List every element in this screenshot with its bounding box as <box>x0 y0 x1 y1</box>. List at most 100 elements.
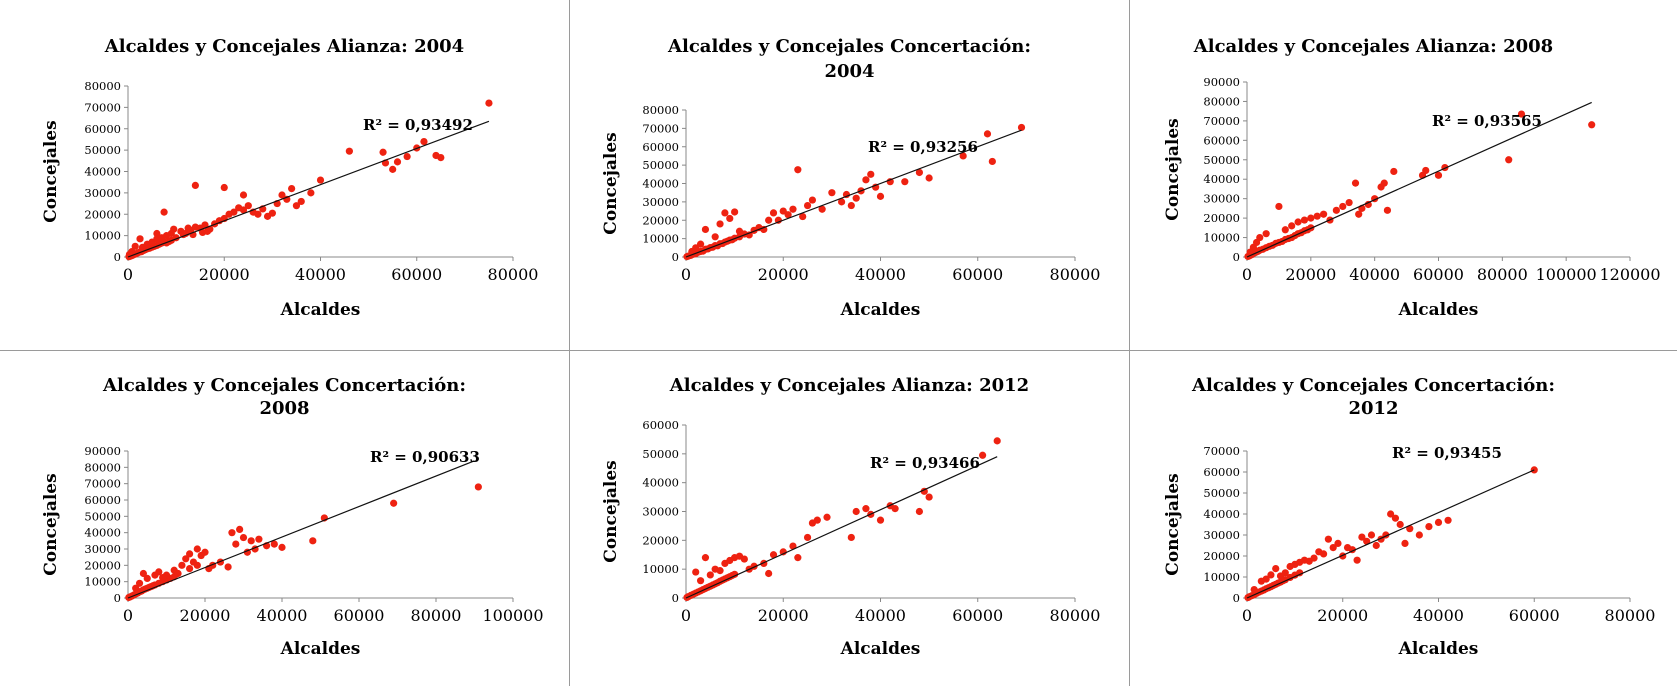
data-point <box>1588 121 1596 129</box>
y-axis-label: Concejales <box>41 473 61 575</box>
x-tick-label: 40000 <box>295 265 346 284</box>
data-point <box>774 216 782 224</box>
x-axis-label: Alcaldes <box>1398 639 1479 659</box>
y-tick-label: 20000 <box>1203 211 1240 225</box>
y-tick-label: 30000 <box>642 195 679 209</box>
data-point <box>178 561 186 569</box>
data-point <box>239 206 248 214</box>
vertical-divider <box>569 0 570 686</box>
y-tick-label: 50000 <box>1203 486 1240 500</box>
data-point <box>755 224 763 232</box>
data-point <box>847 201 855 210</box>
data-point <box>803 533 812 542</box>
trendline <box>127 460 475 599</box>
data-point <box>292 202 301 210</box>
data-point <box>139 569 147 578</box>
data-point <box>838 198 846 206</box>
data-point <box>143 574 151 582</box>
data-point <box>765 569 773 578</box>
data-point <box>901 178 909 186</box>
data-point <box>485 99 493 107</box>
scatter-chart-svg: Alcaldes y Concejales Alianza: 2004 0 1000… <box>41 36 538 320</box>
data-point <box>220 183 228 192</box>
data-point <box>794 554 802 562</box>
data-point <box>1262 575 1270 583</box>
x-tick-label: 80000 <box>1477 265 1528 284</box>
y-tick-label: 50000 <box>642 447 679 461</box>
data-point <box>1310 554 1318 562</box>
data-point <box>297 197 305 206</box>
y-tick-label: 50000 <box>642 158 679 172</box>
y-tick-label: 60000 <box>642 418 679 432</box>
x-tick-label: 40000 <box>257 606 308 625</box>
data-point <box>711 233 719 241</box>
x-tick-label: 60000 <box>1509 606 1560 625</box>
data-point <box>692 568 700 576</box>
data-point <box>1334 539 1342 547</box>
y-tick-label: 20000 <box>84 558 121 572</box>
data-point <box>688 247 696 256</box>
y-tick-label: 40000 <box>84 165 121 179</box>
chart-panel-4: Alcaldes y Concejales Concertación: 2008 0… <box>0 351 569 686</box>
y-tick-label: 10000 <box>642 232 679 246</box>
y-tick-label: 50000 <box>1203 153 1240 167</box>
x-tick-label: 0 <box>1242 606 1252 625</box>
data-point <box>979 451 987 459</box>
data-point <box>867 170 875 178</box>
data-point <box>247 537 255 545</box>
data-point <box>236 525 244 533</box>
y-tick-label: 30000 <box>1203 528 1240 542</box>
data-point <box>186 565 194 573</box>
chart-title: 2012 <box>1348 398 1398 419</box>
data-point <box>1434 518 1443 526</box>
data-point <box>170 225 178 233</box>
data-point <box>828 189 836 197</box>
x-tick-label: 60000 <box>1413 265 1464 284</box>
data-point <box>1387 510 1395 518</box>
data-point <box>716 567 724 575</box>
x-tick-label: 0 <box>1242 265 1252 284</box>
data-point <box>862 505 870 513</box>
data-point <box>345 147 353 155</box>
y-tick-label: 20000 <box>642 213 679 227</box>
y-tick-label: 0 <box>114 250 121 264</box>
data-point <box>278 543 286 551</box>
y-tick-label: 70000 <box>84 100 121 114</box>
data-point <box>731 208 739 216</box>
x-tick-label: 80000 <box>1050 265 1101 284</box>
data-point <box>389 165 397 173</box>
chart-panel-1: Alcaldes y Concejales Alianza: 2004 0 1000… <box>0 0 569 350</box>
chart-title: Alcaldes y Concejales Alianza: 2004 <box>104 36 464 57</box>
data-point <box>136 235 144 243</box>
data-point <box>307 189 315 197</box>
y-tick-label: 70000 <box>84 477 121 491</box>
data-point <box>1324 535 1332 543</box>
x-tick-label: 60000 <box>952 265 1003 284</box>
trendline <box>127 120 490 258</box>
y-tick-label: 90000 <box>84 444 121 458</box>
x-tick-label: 40000 <box>855 265 906 284</box>
y-tick-label: 20000 <box>642 533 679 547</box>
data-point <box>915 507 923 516</box>
y-tick-label: 60000 <box>84 493 121 507</box>
data-point <box>254 210 262 218</box>
data-point <box>131 242 139 250</box>
y-tick-label: 40000 <box>1203 172 1240 186</box>
data-point <box>379 148 387 156</box>
x-tick-label: 60000 <box>952 606 1003 625</box>
x-tick-label: 40000 <box>855 606 906 625</box>
data-point <box>1276 572 1285 580</box>
data-point <box>228 529 236 537</box>
y-axis-label: Concejales <box>41 120 61 222</box>
data-point <box>1329 544 1337 552</box>
data-point <box>925 493 933 501</box>
data-point <box>1425 523 1433 531</box>
data-point <box>852 194 860 202</box>
y-tick-label: 10000 <box>84 229 121 243</box>
data-point <box>1294 218 1302 226</box>
scatter-chart-svg: Alcaldes y Concejales Concertación:2008 0… <box>41 375 544 659</box>
data-point <box>255 535 263 543</box>
data-point <box>1351 179 1360 187</box>
data-point <box>721 209 729 217</box>
x-tick-label: 20000 <box>758 606 809 625</box>
